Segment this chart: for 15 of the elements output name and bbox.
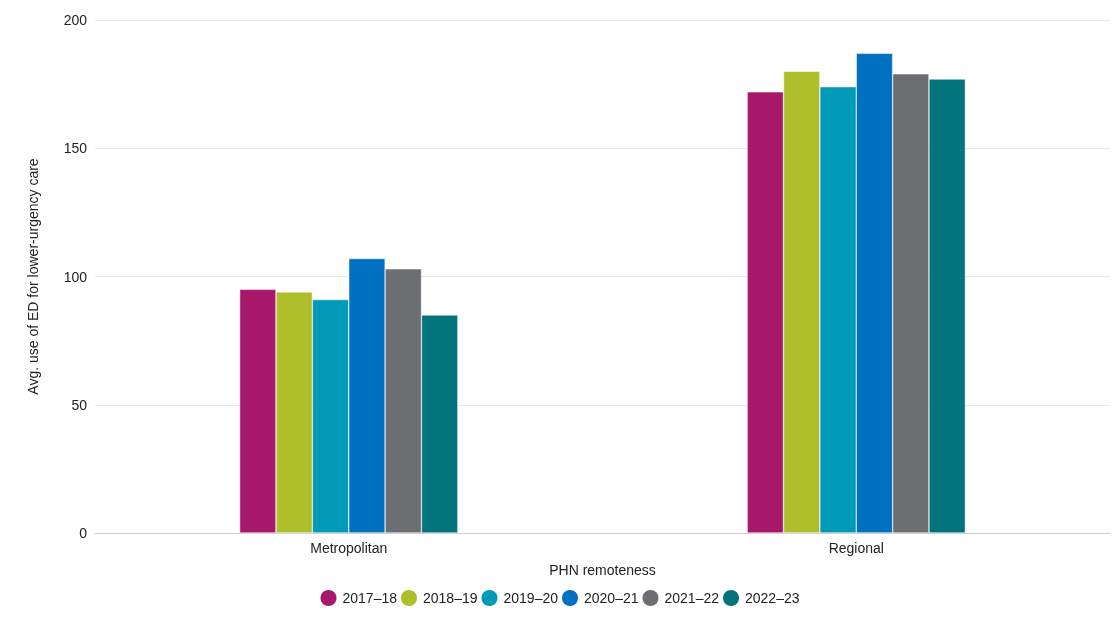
legend-label: 2019–20 [503,590,559,606]
legend-label: 2022–23 [745,590,800,606]
legend-label: 2021–22 [664,590,720,606]
y-tick-label: 150 [63,140,88,157]
y-tick-label: 100 [63,268,88,285]
y-tick-label: 50 [71,396,88,413]
legend-label: 2018–19 [422,590,478,606]
y-axis-title: Avg. use of ED for lower-urgency care [25,158,41,395]
x-axis-title: PHN remoteness [549,562,656,578]
y-tick-label: 0 [79,525,88,541]
legend-label: 2017–18 [342,590,398,606]
x-tick-label: Regional [828,540,884,556]
legend-label: 2020–21 [584,590,639,606]
y-tick-label: 200 [63,12,88,28]
x-tick-label: Metropolitan [310,540,388,556]
